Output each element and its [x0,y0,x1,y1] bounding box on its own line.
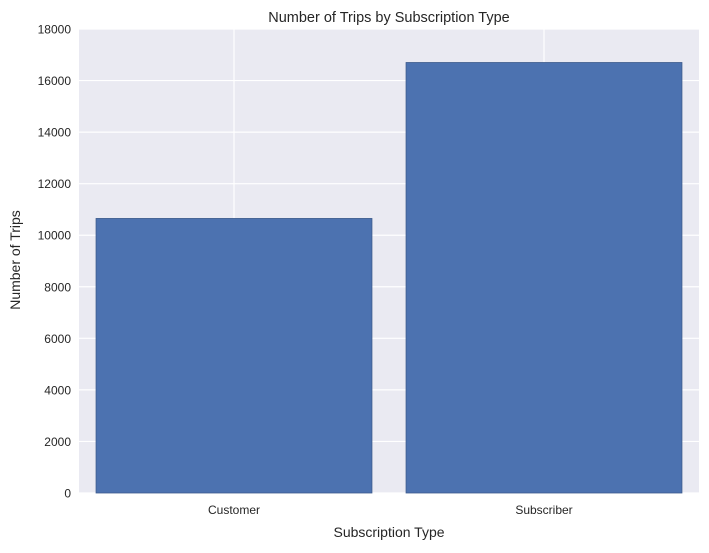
y-tick-label: 2000 [44,435,71,449]
bars [95,62,683,494]
y-tick-label: 6000 [44,332,71,346]
y-tick-label: 4000 [44,383,71,397]
bar-customer [95,218,373,494]
y-tick-label: 0 [64,487,71,501]
y-tick-label: 8000 [44,280,71,294]
y-tick-labels: 0 2000 4000 6000 8000 10000 12000 14000 16000 180… [38,23,72,501]
x-tick-labels: Customer Subscriber [208,503,573,517]
y-tick-label: 14000 [38,126,72,140]
bar-subscriber [405,62,683,494]
y-tick-label: 18000 [38,23,72,37]
y-tick-label: 12000 [38,177,72,191]
chart-title: Number of Trips by Subscription Type [268,10,510,26]
y-tick-label: 16000 [38,74,72,88]
x-tick-label: Customer [208,503,260,517]
x-axis-label: Subscription Type [333,524,444,540]
y-axis-label: Number of Trips [7,210,23,310]
x-tick-label: Subscriber [515,503,572,517]
y-tick-label: 10000 [38,229,72,243]
